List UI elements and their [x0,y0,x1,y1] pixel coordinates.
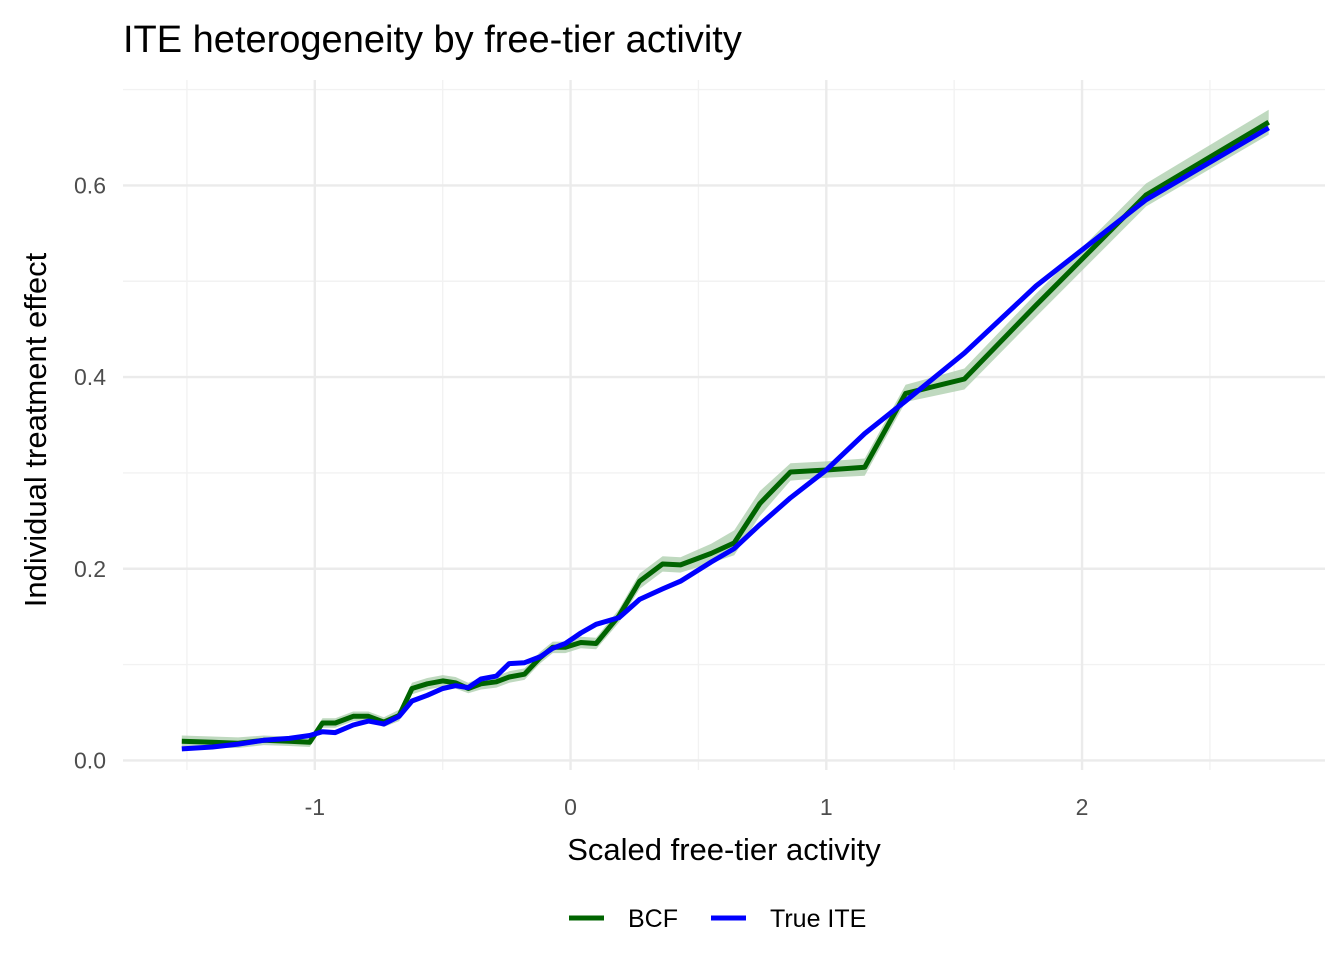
minor-gridlines [123,80,1325,770]
legend-label-true-ite: True ITE [770,905,866,933]
y-axis-tick-labels: 0.0 0.2 0.4 0.6 [74,172,106,773]
x-tick-label: -1 [305,794,325,820]
x-tick-label: 2 [1076,794,1089,820]
y-axis-title: Individual treatment effect [18,252,53,607]
legend: BCF True ITE [569,905,866,933]
confidence-bands [181,109,1269,748]
major-gridlines [123,80,1325,770]
legend-item-bcf: BCF [569,905,678,933]
x-tick-label: 0 [564,794,577,820]
x-axis-tick-labels: -1 0 1 2 [305,794,1089,820]
x-tick-label: 1 [820,794,833,820]
bcf-line [181,120,1270,746]
bcf-confidence-band [181,109,1269,748]
true-ite-line [181,125,1270,752]
y-tick-label: 0.6 [74,172,106,198]
y-tick-label: 0.0 [74,747,106,773]
legend-label-bcf: BCF [628,905,678,933]
series-lines [181,120,1270,752]
legend-item-true-ite: True ITE [711,905,866,933]
chart-title: ITE heterogeneity by free-tier activity [123,19,742,61]
y-tick-label: 0.2 [74,556,106,582]
x-axis-title: Scaled free-tier activity [567,832,881,867]
y-tick-label: 0.4 [74,364,106,390]
